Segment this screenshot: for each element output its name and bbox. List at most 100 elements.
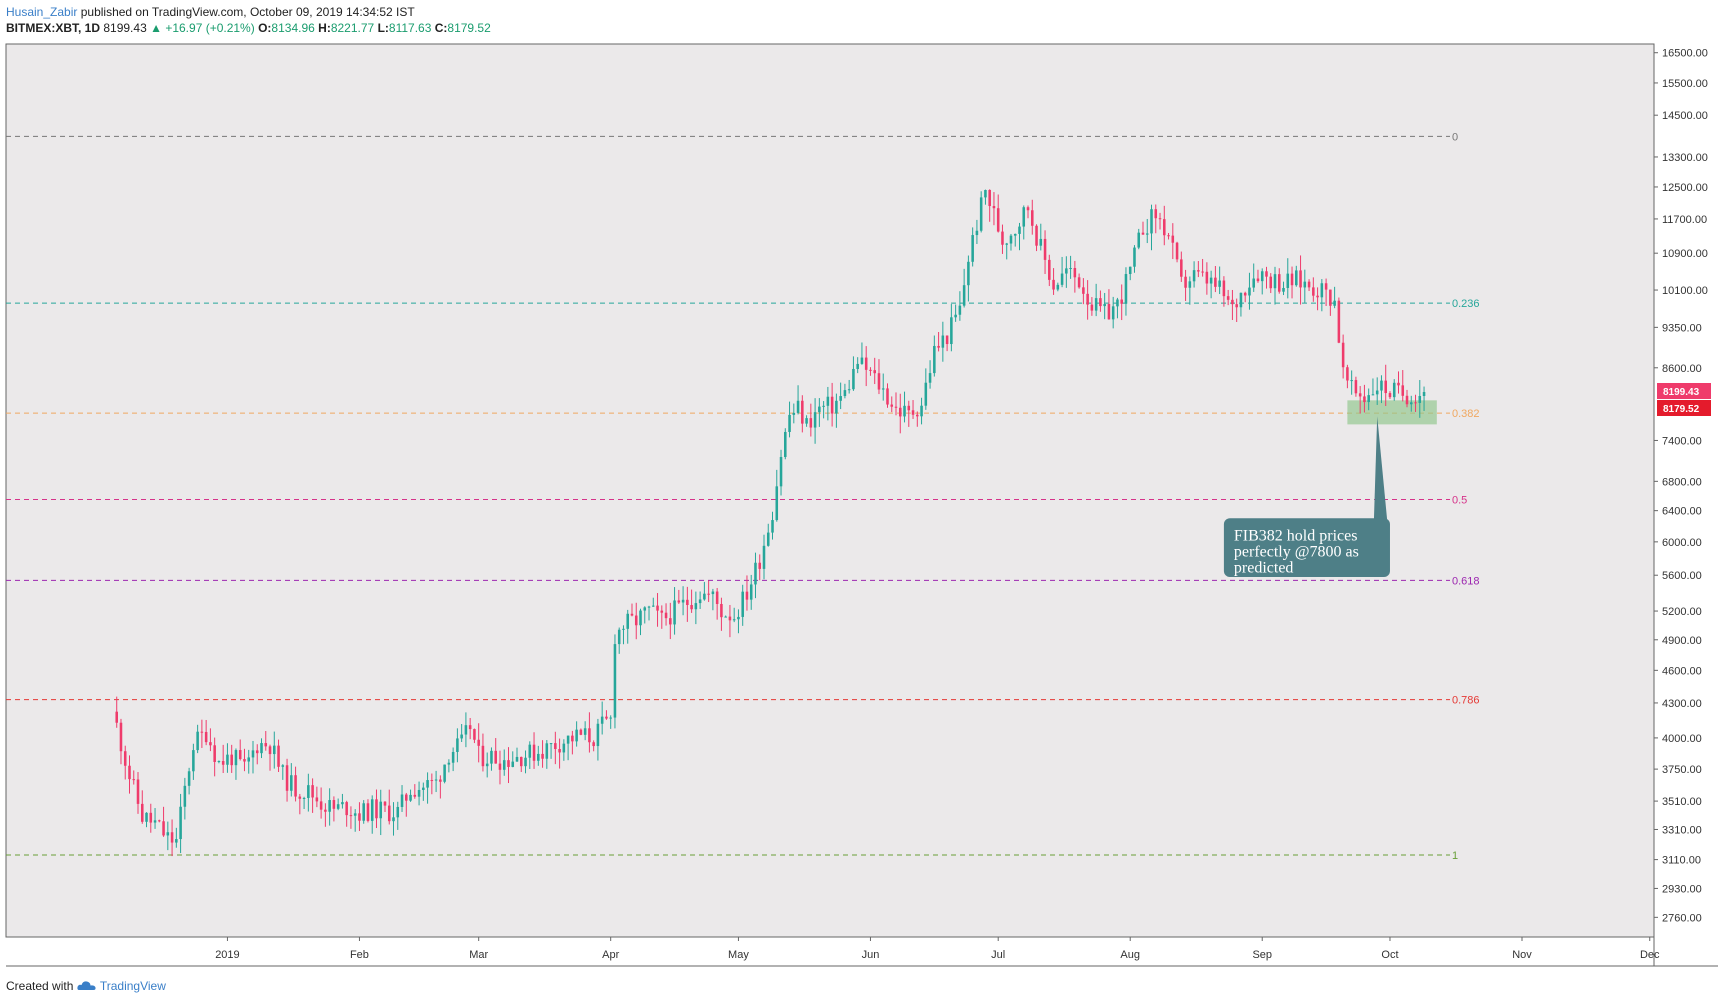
candle-body [1324, 283, 1328, 290]
candle-body [596, 723, 600, 747]
candle-body [1388, 393, 1392, 398]
candle-body [1418, 395, 1422, 403]
candle-body [362, 803, 365, 821]
candle-body [877, 373, 881, 390]
candle-body [1290, 273, 1294, 286]
candle-body [294, 775, 297, 797]
candle-body [464, 725, 468, 735]
footer: Created with TradingView [6, 979, 166, 993]
candle-body [920, 405, 923, 417]
candle-body [881, 388, 885, 390]
candle-body [132, 779, 136, 781]
candle-body [605, 716, 608, 719]
price-chart[interactable]: 0 0.236 0.382 0.5 0.618 0.786 1 FIB382 hold pr… [0, 0, 1722, 975]
candle-body [1013, 233, 1017, 236]
candle-body [1120, 299, 1123, 304]
candle-body [273, 745, 276, 755]
time-tick-label: Jul [991, 949, 1005, 961]
candle-body [123, 751, 127, 766]
price-tick-label: 9350.00 [1662, 322, 1702, 334]
candle-body [1065, 268, 1068, 274]
candle-body [971, 235, 974, 262]
candle-body [890, 404, 894, 407]
candle-body [226, 754, 229, 765]
candle-body [255, 750, 259, 754]
candle-body [490, 750, 493, 764]
candle-body [1299, 270, 1302, 288]
candle-body [1150, 209, 1153, 234]
candle-body [967, 261, 970, 286]
candle-body [1192, 270, 1196, 282]
tradingview-cloud-icon [77, 981, 96, 990]
tradingview-link[interactable]: TradingView [99, 979, 166, 993]
candle-body [1111, 306, 1115, 320]
candle-body [324, 809, 327, 812]
candle-body [537, 753, 540, 761]
candle-body [209, 742, 212, 746]
price-tick-label: 8600.00 [1662, 363, 1702, 375]
candle-body [558, 749, 561, 753]
candle-body [1303, 281, 1307, 288]
candle-body [1375, 390, 1379, 395]
candle-body [315, 797, 319, 802]
candle-body [1333, 300, 1336, 306]
candle-body [230, 754, 233, 766]
price-tick-label: 6400.00 [1662, 506, 1702, 518]
price-tick-label: 5200.00 [1662, 606, 1702, 618]
candle-body [179, 806, 182, 840]
candle-body [916, 414, 919, 417]
candle-body [1137, 232, 1141, 248]
candle-body [515, 756, 519, 762]
candle-body [545, 743, 549, 759]
plot-area[interactable] [5, 43, 1655, 938]
price-tag-bg [1657, 400, 1711, 416]
candle-body [1022, 207, 1026, 227]
candle-body [1043, 238, 1047, 260]
candle-body [613, 644, 617, 718]
candle-body [1363, 396, 1366, 403]
publish-info: published on TradingView.com, October 09… [80, 5, 415, 19]
candle-body [439, 779, 442, 782]
candle-body [260, 743, 263, 754]
candle-body [571, 735, 574, 742]
candle-body [128, 765, 131, 780]
candle-body [979, 197, 983, 231]
price-axis[interactable]: 16500.00 15500.00 14500.00 13300.00 12500.00… [1654, 48, 1708, 925]
candle-body [1099, 298, 1102, 307]
candle-body [170, 832, 174, 843]
candle-body [852, 368, 855, 390]
candle-body [992, 206, 996, 209]
candle-body [762, 545, 766, 569]
candle-body [784, 431, 787, 457]
price-tick-label: 4300.00 [1662, 698, 1702, 710]
time-axis[interactable]: 2019 Feb Mar Apr May Jun Jul Aug Sep Oct Nov Dec [215, 937, 1660, 961]
candle-body [1107, 304, 1111, 320]
candle-body [1167, 235, 1170, 237]
time-tick-label: 2019 [215, 949, 239, 961]
candle-body [1158, 218, 1162, 220]
time-tick-label: Aug [1120, 949, 1140, 961]
candle-body [1005, 243, 1009, 245]
candle-body [1141, 232, 1145, 235]
candle-body [1401, 385, 1405, 396]
candle-body [600, 716, 604, 724]
candle-body [549, 743, 553, 745]
fib-label: 0 [1452, 131, 1458, 143]
candle-body [771, 520, 774, 533]
author-link[interactable]: Husain_Zabir [6, 5, 78, 19]
candle-body [443, 764, 446, 782]
candle-body [1346, 367, 1349, 381]
price-tick-label: 3110.00 [1662, 855, 1701, 867]
candle-body [707, 593, 710, 595]
candle-body [566, 735, 570, 744]
price-tick-label: 12500.00 [1662, 182, 1708, 194]
candle-body [264, 743, 268, 747]
candle-body [801, 400, 804, 424]
candle-body [1235, 304, 1238, 308]
candle-body [575, 729, 578, 742]
chart-header: Husain_Zabir published on TradingView.co… [6, 4, 491, 36]
candle-body [686, 599, 689, 606]
time-tick-label: Jun [862, 949, 880, 961]
fib-label: 0.618 [1452, 575, 1480, 587]
